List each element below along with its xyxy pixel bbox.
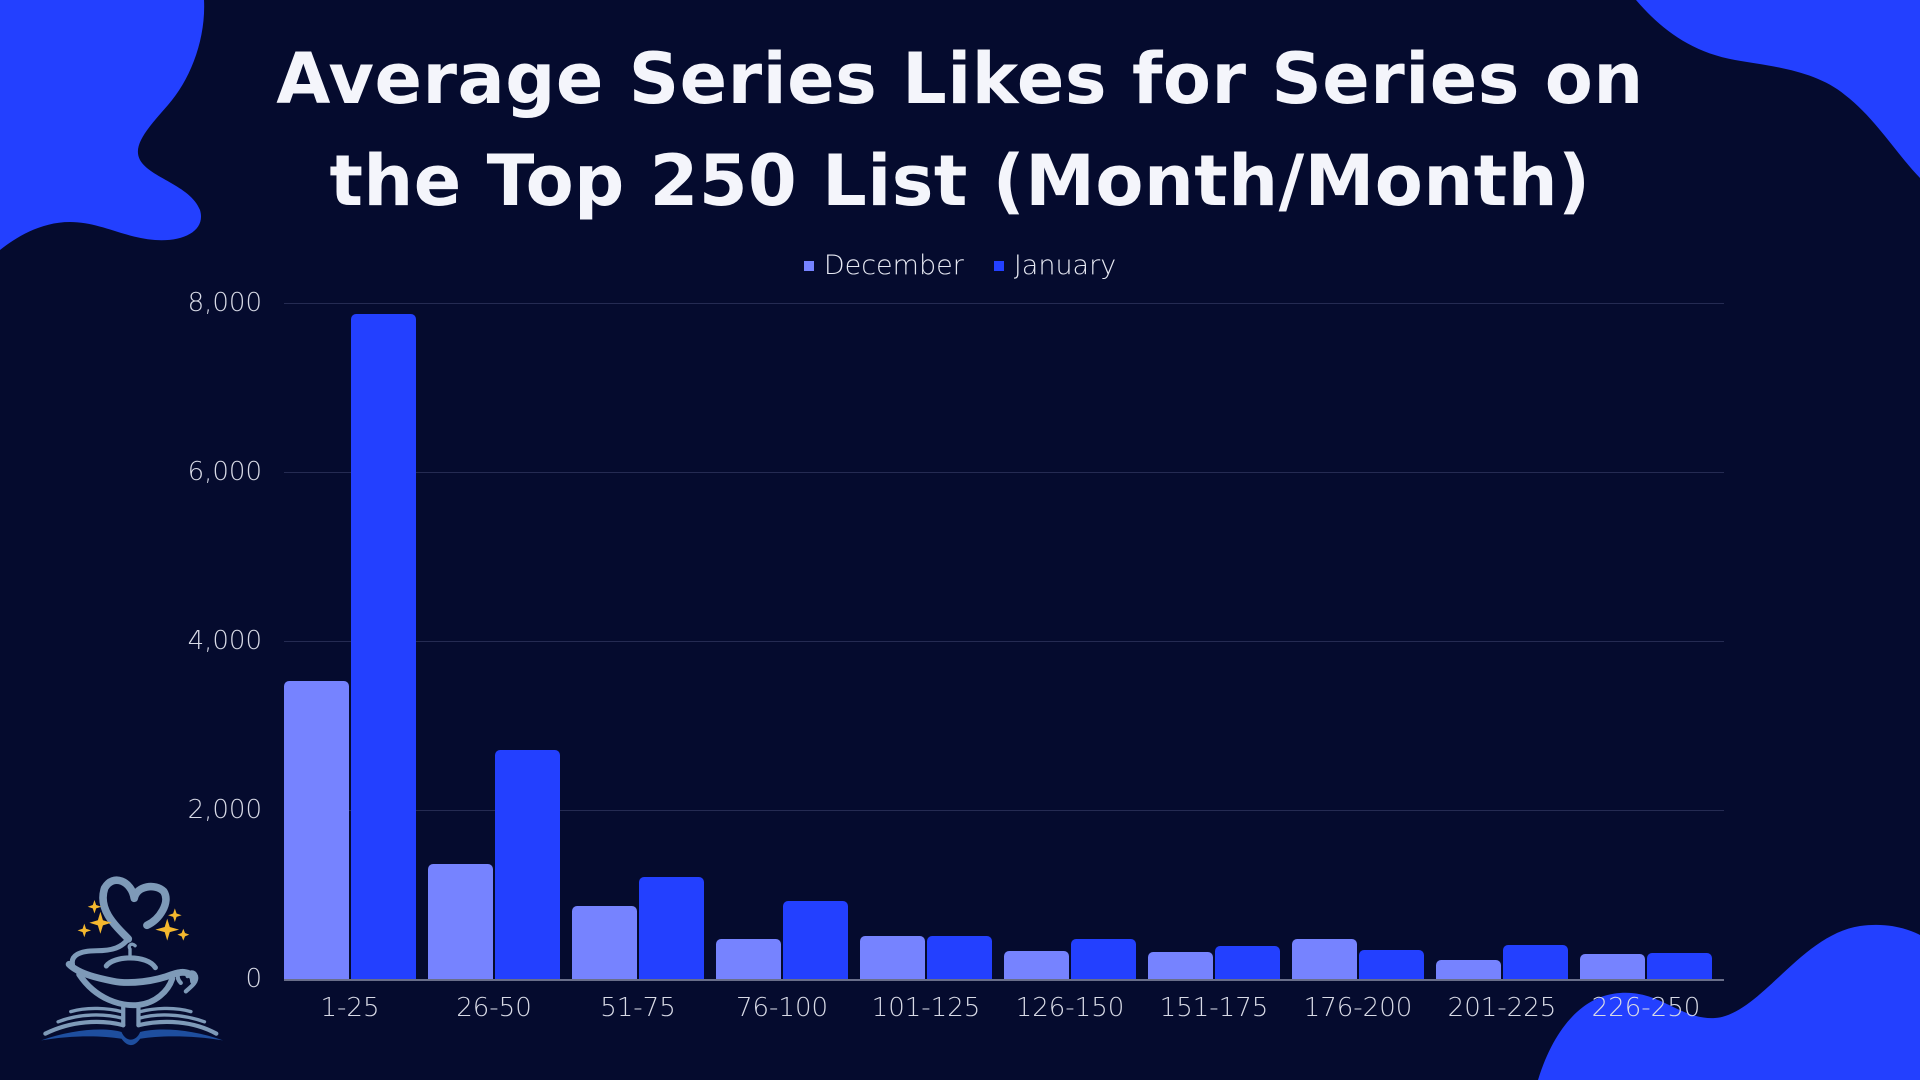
y-axis-tick-label: 8,000 [187, 288, 262, 318]
bar-january-76-100[interactable] [783, 900, 848, 979]
blob-bottom-right [1538, 924, 1920, 1080]
chart-title: Average Series Likes for Series on the T… [0, 28, 1920, 232]
bar-december-201-225[interactable] [1436, 960, 1501, 979]
bar-december-1-25[interactable] [284, 680, 349, 979]
gridline [284, 472, 1724, 473]
gridline [284, 810, 1724, 811]
bar-january-1-25[interactable] [351, 314, 416, 979]
y-axis-tick-label: 0 [245, 964, 262, 994]
bar-january-51-75[interactable] [639, 877, 704, 979]
magic-lamp-book-logo-icon [41, 876, 224, 1046]
bar-january-176-200[interactable] [1359, 949, 1424, 979]
chart-legend: December January [0, 250, 1920, 281]
bar-december-151-175[interactable] [1148, 951, 1213, 979]
bar-december-51-75[interactable] [572, 905, 637, 979]
legend-item-january: January [993, 250, 1117, 281]
bar-december-126-150[interactable] [1004, 951, 1069, 979]
bar-january-201-225[interactable] [1503, 945, 1568, 979]
blob-top-left [0, 0, 205, 250]
bar-january-226-250[interactable] [1647, 952, 1712, 979]
y-axis-tick-label: 2,000 [187, 795, 262, 825]
x-axis-tick-label: 101-125 [871, 993, 981, 1023]
x-axis-tick-label: 226-250 [1591, 993, 1701, 1023]
bar-january-126-150[interactable] [1071, 938, 1136, 979]
gridline [284, 641, 1724, 642]
bar-december-176-200[interactable] [1292, 938, 1357, 979]
legend-item-december: December [803, 250, 964, 281]
x-axis-tick-label: 151-175 [1159, 993, 1269, 1023]
y-axis-tick-label: 6,000 [187, 457, 262, 487]
bar-january-151-175[interactable] [1215, 946, 1280, 979]
chart-title-line-2: the Top 250 List (Month/Month) [329, 140, 1591, 222]
x-axis-tick-label: 51-75 [600, 993, 676, 1023]
y-axis-tick-label: 4,000 [187, 626, 262, 656]
gridline [284, 303, 1724, 304]
legend-swatch-december [803, 260, 814, 271]
bar-january-101-125[interactable] [927, 936, 992, 979]
chart-title-line-1: Average Series Likes for Series on [276, 38, 1644, 120]
bar-december-101-125[interactable] [860, 935, 925, 979]
bar-december-26-50[interactable] [428, 864, 493, 979]
blob-top-right [1636, 0, 1920, 178]
x-axis-tick-label: 176-200 [1303, 993, 1413, 1023]
legend-swatch-january [993, 260, 1004, 271]
x-axis-line [284, 979, 1724, 981]
bar-december-226-250[interactable] [1580, 954, 1645, 979]
x-axis-tick-label: 126-150 [1015, 993, 1125, 1023]
legend-label-december: December [823, 250, 964, 281]
x-axis-tick-label: 26-50 [456, 993, 532, 1023]
bar-december-76-100[interactable] [716, 938, 781, 979]
x-axis-tick-label: 76-100 [735, 993, 829, 1023]
x-axis-tick-label: 1-25 [320, 993, 380, 1023]
legend-label-january: January [1013, 250, 1117, 281]
x-axis-tick-label: 201-225 [1447, 993, 1557, 1023]
bar-january-26-50[interactable] [495, 750, 560, 979]
